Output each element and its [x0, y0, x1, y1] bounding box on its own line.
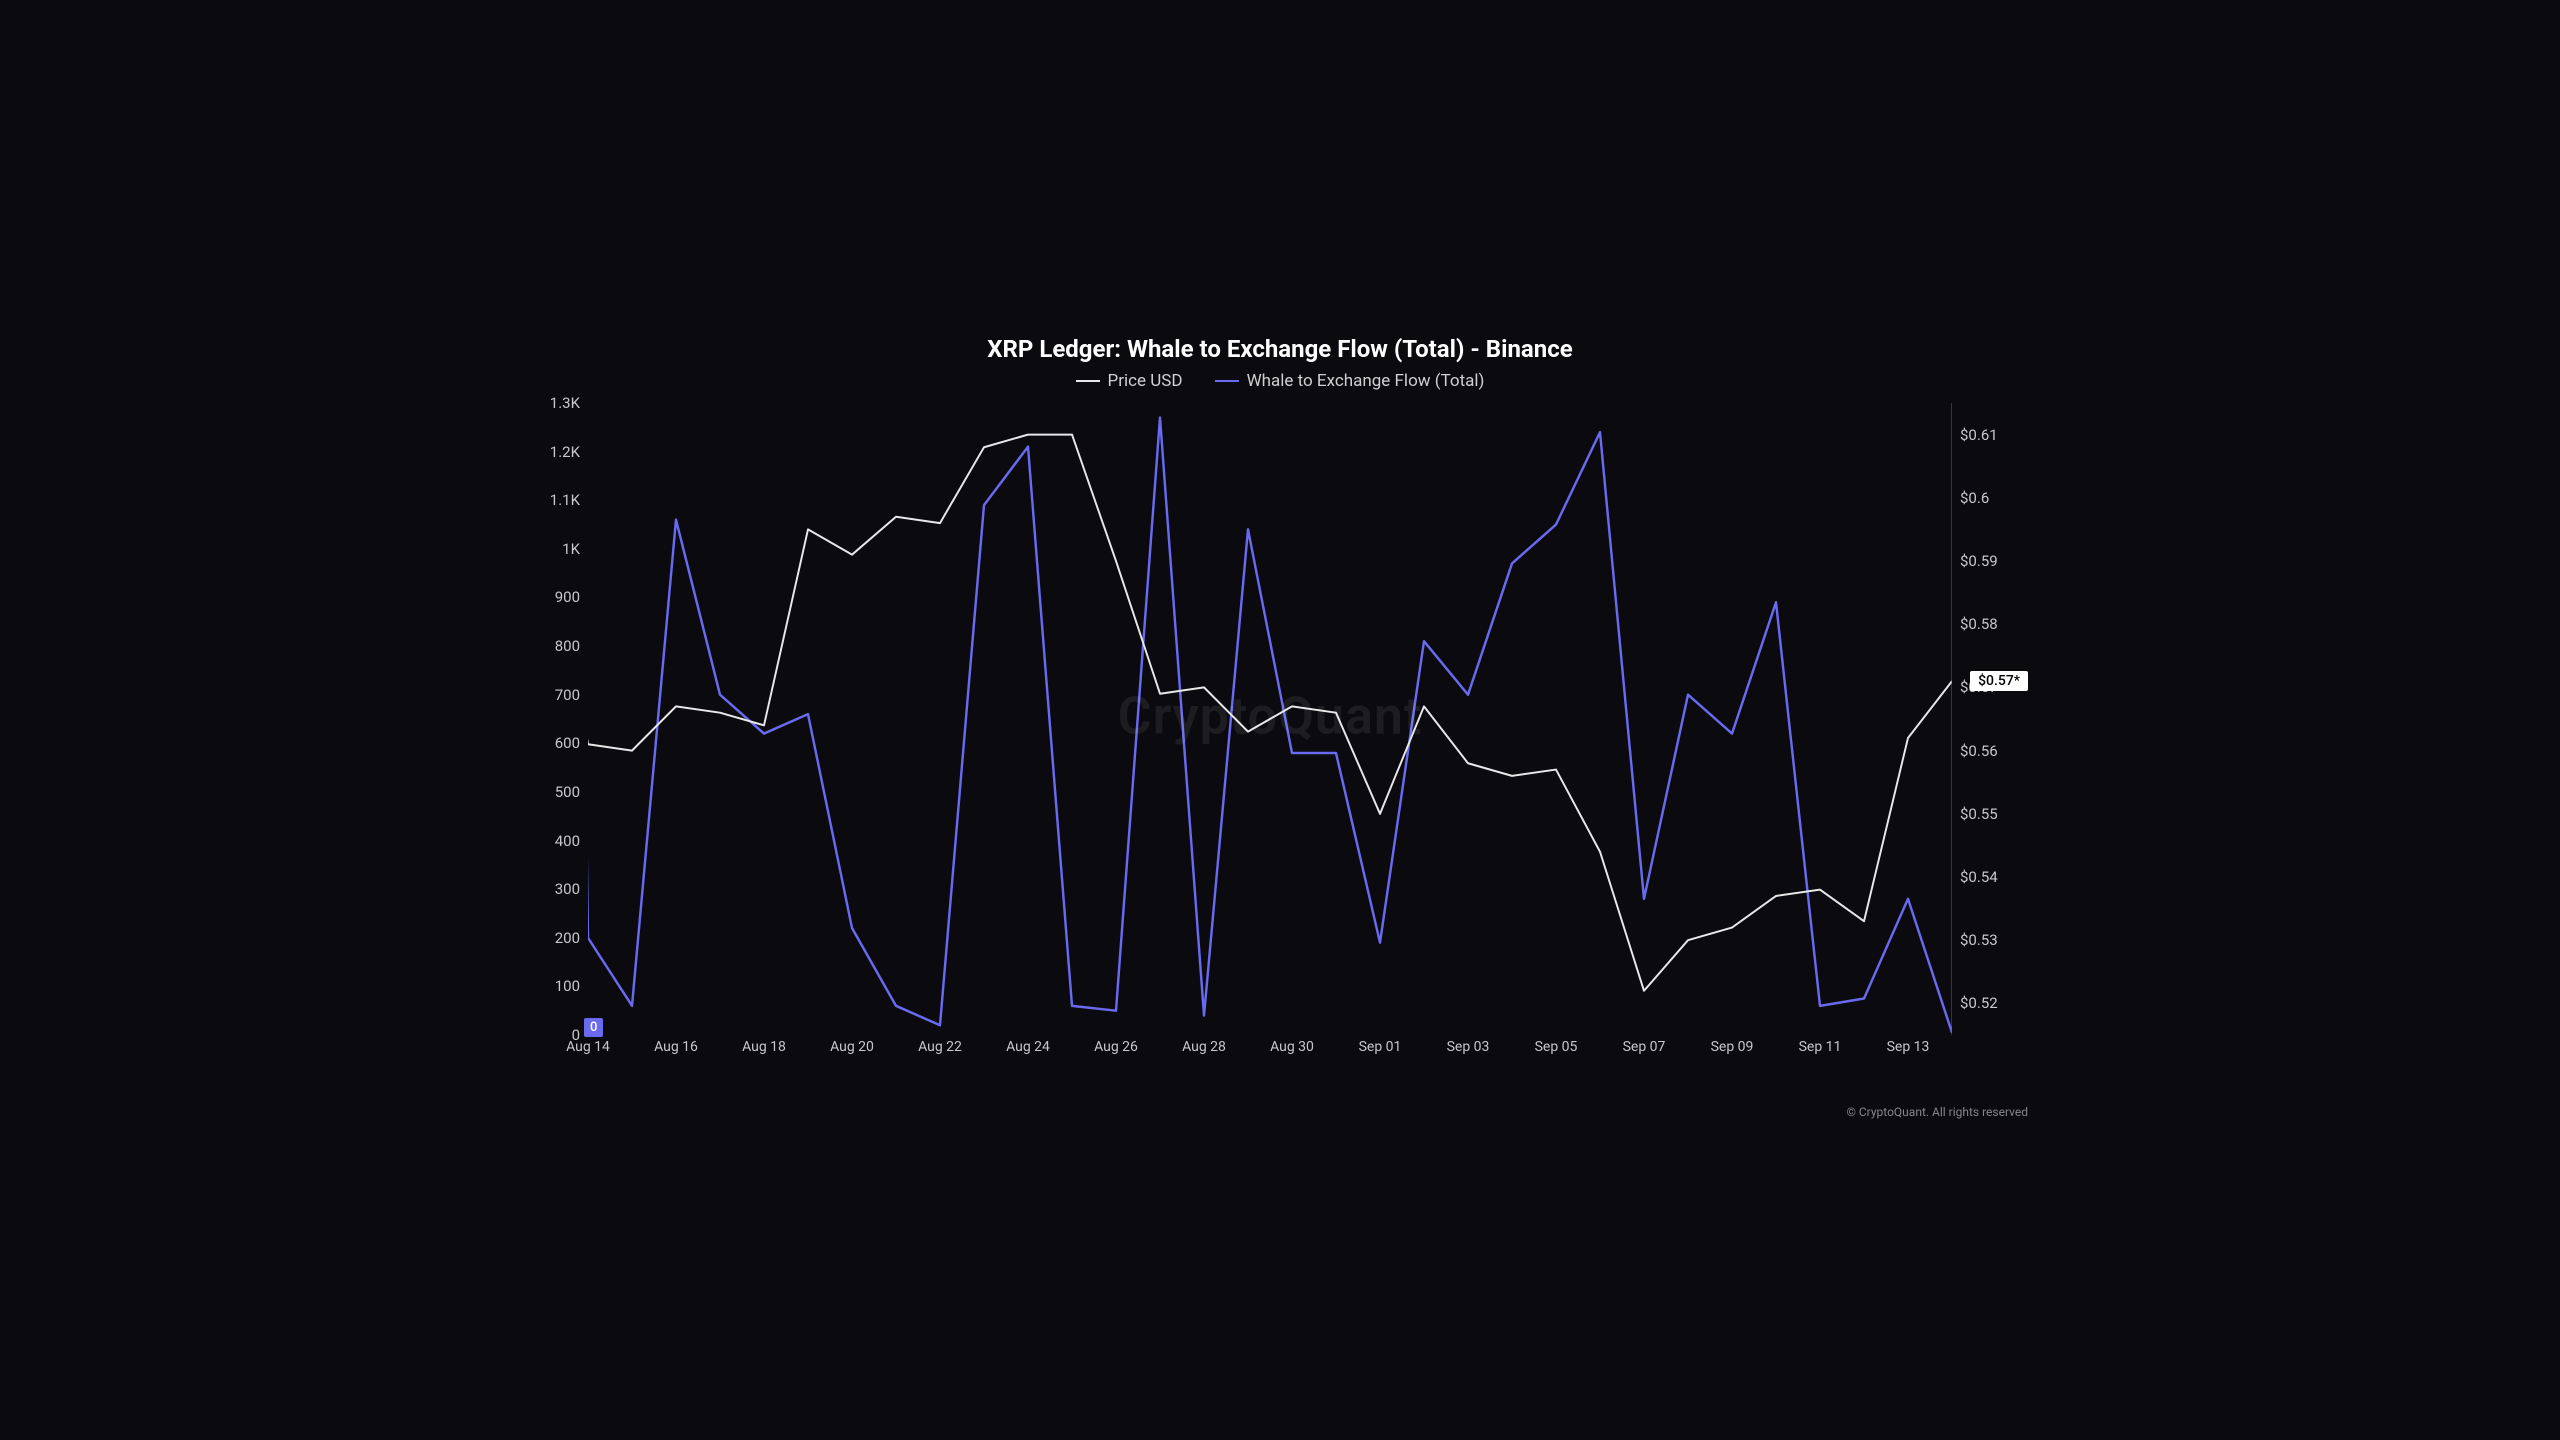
y-left-tick: 800 [530, 637, 580, 655]
x-tick: Aug 28 [1182, 1039, 1226, 1055]
x-tick: Aug 16 [654, 1039, 698, 1055]
y-right-tick: $0.55 [1960, 805, 2030, 823]
x-tick: Sep 03 [1447, 1039, 1490, 1055]
plot-wrap: 01002003004005006007008009001K1.1K1.2K1.… [530, 403, 2030, 1063]
y-right-tick: $0.52 [1960, 994, 2030, 1012]
y-left-tick: 400 [530, 832, 580, 850]
y-left-tick: 200 [530, 929, 580, 947]
origin-badge: 0 [584, 1018, 603, 1037]
y-left-tick: 500 [530, 783, 580, 801]
x-tick: Sep 07 [1623, 1039, 1666, 1055]
flow-line [588, 403, 1952, 1033]
chart-legend: Price USD Whale to Exchange Flow (Total) [530, 371, 2030, 391]
copyright: © CryptoQuant. All rights reserved [1846, 1105, 2028, 1119]
y-left-tick: 1.1K [530, 491, 580, 509]
y-axis-right: $0.52$0.53$0.54$0.55$0.56$0.57$0.58$0.59… [1960, 403, 2030, 1035]
legend-item-price: Price USD [1076, 371, 1183, 391]
y-left-tick: 900 [530, 588, 580, 606]
chart-title: XRP Ledger: Whale to Exchange Flow (Tota… [530, 335, 2030, 363]
chart-svg [588, 403, 1952, 1035]
x-axis: Aug 14Aug 16Aug 18Aug 20Aug 22Aug 24Aug … [588, 1039, 1952, 1063]
chart-container: XRP Ledger: Whale to Exchange Flow (Tota… [510, 315, 2050, 1125]
y-right-tick: $0.56 [1960, 742, 2030, 760]
x-tick: Sep 11 [1799, 1039, 1842, 1055]
y-right-tick: $0.58 [1960, 615, 2030, 633]
x-tick: Sep 01 [1359, 1039, 1402, 1055]
legend-label-price: Price USD [1108, 371, 1183, 391]
legend-swatch-flow [1215, 380, 1239, 382]
price-line [588, 435, 1952, 991]
x-tick: Aug 22 [918, 1039, 962, 1055]
y-left-tick: 100 [530, 977, 580, 995]
y-left-tick: 600 [530, 734, 580, 752]
y-left-tick: 700 [530, 686, 580, 704]
x-tick: Aug 30 [1270, 1039, 1314, 1055]
y-right-tick: $0.53 [1960, 931, 2030, 949]
x-tick: Aug 14 [566, 1039, 610, 1055]
x-tick: Aug 18 [742, 1039, 786, 1055]
y-right-tick: $0.59 [1960, 552, 2030, 570]
x-tick: Aug 26 [1094, 1039, 1138, 1055]
x-tick: Sep 05 [1535, 1039, 1578, 1055]
y-axis-left: 01002003004005006007008009001K1.1K1.2K1.… [530, 403, 580, 1035]
x-tick: Aug 24 [1006, 1039, 1050, 1055]
price-last-badge: $0.57* [1970, 671, 2028, 691]
y-left-tick: 1K [530, 540, 580, 558]
y-left-tick: 1.3K [530, 394, 580, 412]
y-right-tick: $0.61 [1960, 426, 2030, 444]
y-left-tick: 1.2K [530, 443, 580, 461]
x-tick: Sep 13 [1887, 1039, 1930, 1055]
x-tick: Sep 09 [1711, 1039, 1754, 1055]
plot-area: CryptoQuant 0 [588, 403, 1952, 1035]
legend-swatch-price [1076, 380, 1100, 382]
x-tick: Aug 20 [830, 1039, 874, 1055]
y-right-tick: $0.54 [1960, 868, 2030, 886]
y-right-tick: $0.6 [1960, 489, 2030, 507]
legend-label-flow: Whale to Exchange Flow (Total) [1247, 371, 1485, 391]
legend-item-flow: Whale to Exchange Flow (Total) [1215, 371, 1485, 391]
y-left-tick: 300 [530, 880, 580, 898]
